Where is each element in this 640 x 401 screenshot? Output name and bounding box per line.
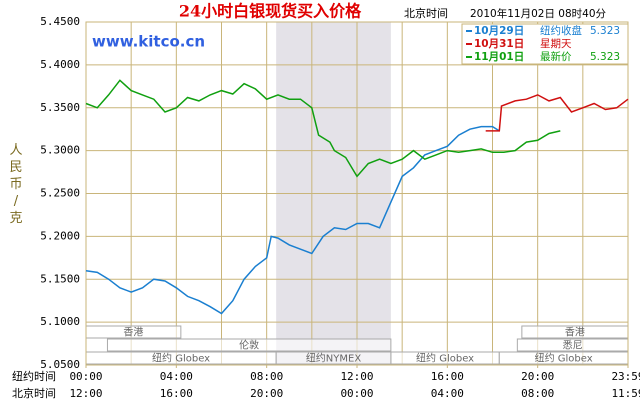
session-label: 伦敦 — [239, 339, 259, 352]
session-label: 纽约 Globex — [152, 352, 210, 365]
y-tick-label: 5.2500 — [40, 187, 80, 200]
session-label: 香港 — [123, 327, 143, 339]
timestamp: 2010年11月02日 08时40分 — [470, 7, 607, 20]
x2-tick-label: 20:00 — [250, 387, 283, 400]
session-label: 悉尼 — [563, 340, 583, 352]
legend-name: 11月01日 — [474, 51, 524, 63]
y-axis-label: 人民币 / 克 — [9, 143, 22, 226]
y-axis-label-char: 克 — [9, 211, 22, 226]
y-tick-label: 5.4500 — [40, 15, 80, 28]
y-tick-label: 5.4000 — [40, 58, 80, 71]
legend-name: 10月29日 — [474, 25, 524, 37]
y-axis-label-char: 人 — [9, 143, 22, 158]
session-label: 香港 — [565, 327, 585, 339]
session-label: 纽约NYMEX — [306, 352, 362, 365]
session-label: 纽约 Globex — [535, 352, 593, 365]
chart-title: 24小时白银现货买入价格 — [179, 2, 362, 21]
legend-box — [461, 23, 629, 65]
legend-note: 星期天 — [540, 38, 572, 50]
x-tick-label: 20:00 — [521, 370, 554, 383]
session-label: 纽约 Globex — [416, 352, 474, 365]
x-tick-label: 23:59 — [611, 370, 640, 383]
watermark: www.kitco.cn — [92, 33, 205, 51]
y-tick-label: 5.1000 — [40, 315, 80, 328]
y-axis-label-char: 民 — [9, 160, 22, 175]
session-box — [275, 351, 392, 365]
x-tick-label: 08:00 — [250, 370, 283, 383]
y-tick-label: 5.0500 — [40, 358, 80, 371]
x-tick-label: 12:00 — [340, 370, 373, 383]
legend-name: 10月31日 — [474, 38, 524, 50]
legend-note: 最新价 — [540, 50, 572, 63]
y-tick-label: 5.1500 — [40, 272, 80, 285]
y-tick-label: 5.3000 — [40, 144, 80, 157]
series-line — [85, 125, 500, 315]
series-line — [85, 79, 561, 178]
x2-axis-label: 北京时间 — [12, 386, 56, 400]
x2-tick-label: 04:00 — [431, 387, 464, 400]
x2-tick-label: 12:00 — [69, 387, 102, 400]
time-zone-label: 北京时间 — [404, 6, 448, 20]
x2-tick-label: 00:00 — [340, 387, 373, 400]
series-line — [485, 94, 629, 132]
y-tick-label: 5.2000 — [40, 229, 80, 242]
x2-tick-label: 08:00 — [521, 387, 554, 400]
legend-note: 纽约收盘 — [540, 24, 582, 37]
x-axis-label: 纽约时间 — [12, 369, 56, 383]
x-tick-label: 04:00 — [160, 370, 193, 383]
legend-value: 5.323 — [590, 25, 620, 37]
y-axis-label-char: 币 — [9, 177, 22, 192]
y-tick-label: 5.3500 — [40, 101, 80, 114]
session-box — [106, 338, 392, 352]
x-tick-label: 00:00 — [69, 370, 102, 383]
x2-tick-label: 16:00 — [160, 387, 193, 400]
legend-value: 5.323 — [590, 51, 620, 63]
x-tick-label: 16:00 — [431, 370, 464, 383]
y-axis-label-char: / — [14, 194, 19, 209]
x2-tick-label: 11:59 — [611, 387, 640, 400]
plot-border — [85, 21, 629, 366]
